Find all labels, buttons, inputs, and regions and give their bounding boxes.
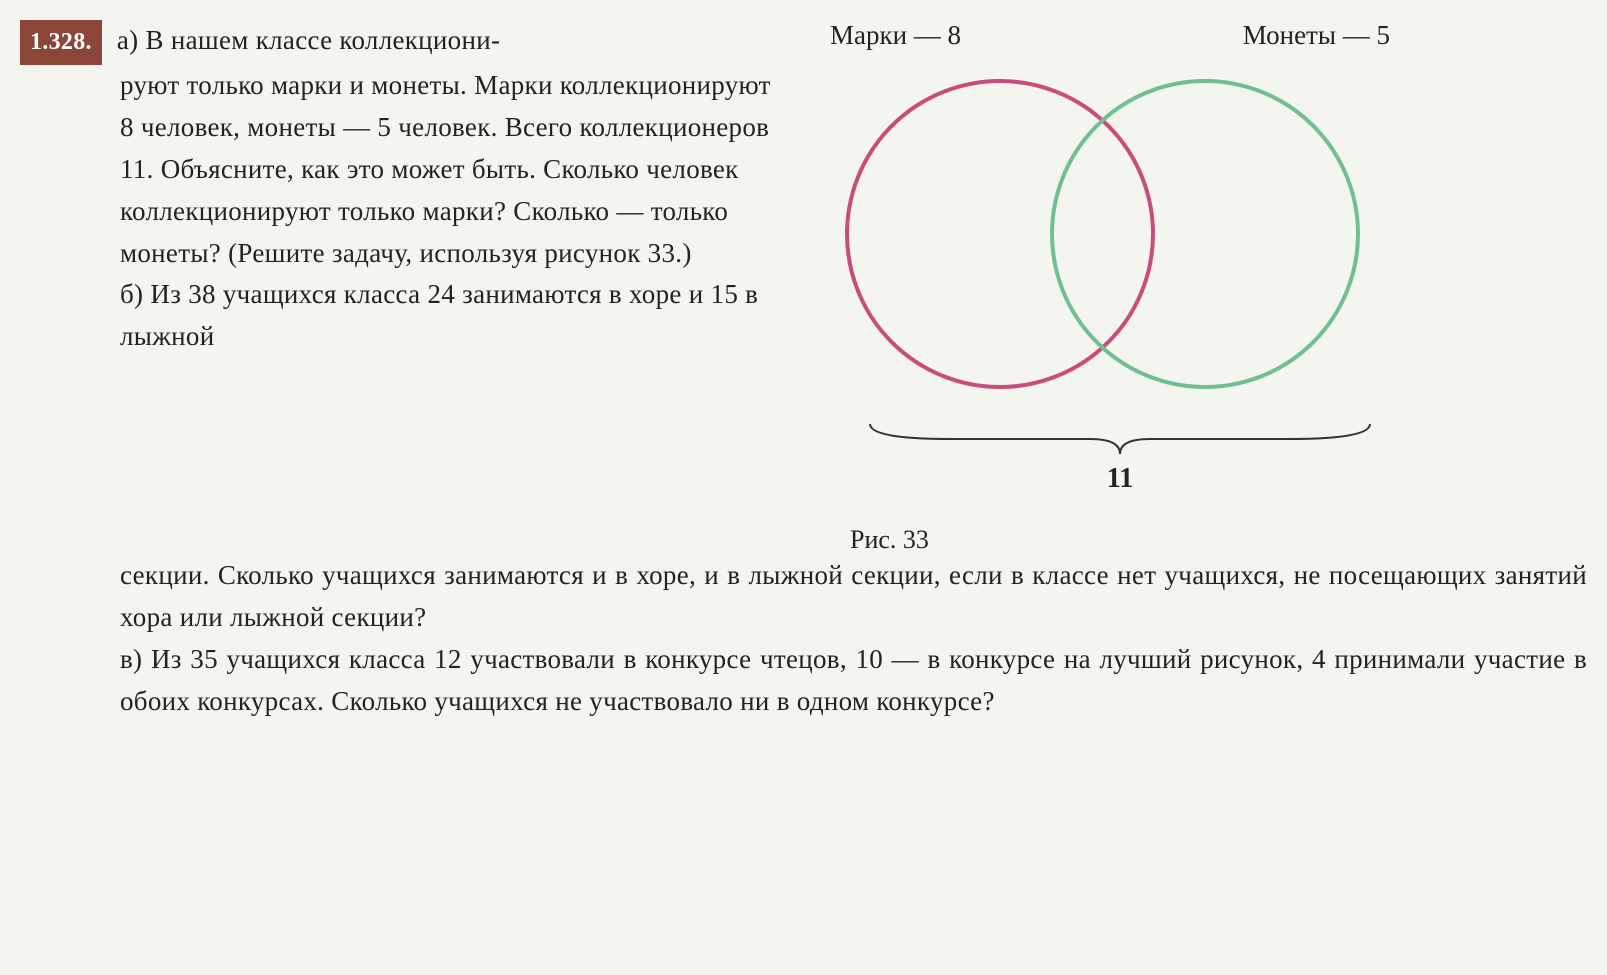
problem-para-c: в) Из 35 учащихся класса 12 участвовали …	[20, 639, 1587, 723]
part-b-line1: Из 38 учащихся класса 24 за­нимаются в х…	[120, 279, 758, 351]
venn-diagram	[810, 69, 1430, 429]
venn-label-left: Марки — 8	[830, 20, 961, 51]
venn-header: Марки — 8 Монеты — 5	[810, 20, 1430, 51]
part-b-continuation: секции. Сколько учащихся занимаются и в …	[20, 555, 1587, 639]
brace-container	[810, 419, 1430, 459]
part-a-line1: В нашем классе коллекциони-	[146, 25, 501, 55]
problem-para-a: 1.328. а) В нашем классе коллекциони-	[20, 20, 780, 65]
venn-circle-right	[1050, 79, 1360, 389]
part-b-label: б)	[120, 279, 143, 309]
text-column: 1.328. а) В нашем классе коллекциони- ру…	[20, 20, 780, 555]
figure-column: Марки — 8 Монеты — 5 11 Рис. 33	[810, 20, 1430, 555]
part-a-body: руют только марки и монеты. Марки коллек…	[20, 65, 780, 274]
venn-label-right: Монеты — 5	[1243, 20, 1390, 51]
brace-icon	[810, 419, 1430, 459]
problem-para-b-start: б) Из 38 учащихся класса 24 за­нимаются …	[20, 274, 780, 358]
part-c-label: в)	[120, 644, 142, 674]
venn-total: 11	[810, 463, 1430, 495]
figure-caption: Рис. 33	[810, 525, 1430, 555]
part-c-body: Из 35 учащихся класса 12 участвовали в к…	[120, 644, 1587, 716]
part-a-label: а)	[117, 25, 139, 55]
problem-number-badge: 1.328.	[20, 20, 102, 65]
